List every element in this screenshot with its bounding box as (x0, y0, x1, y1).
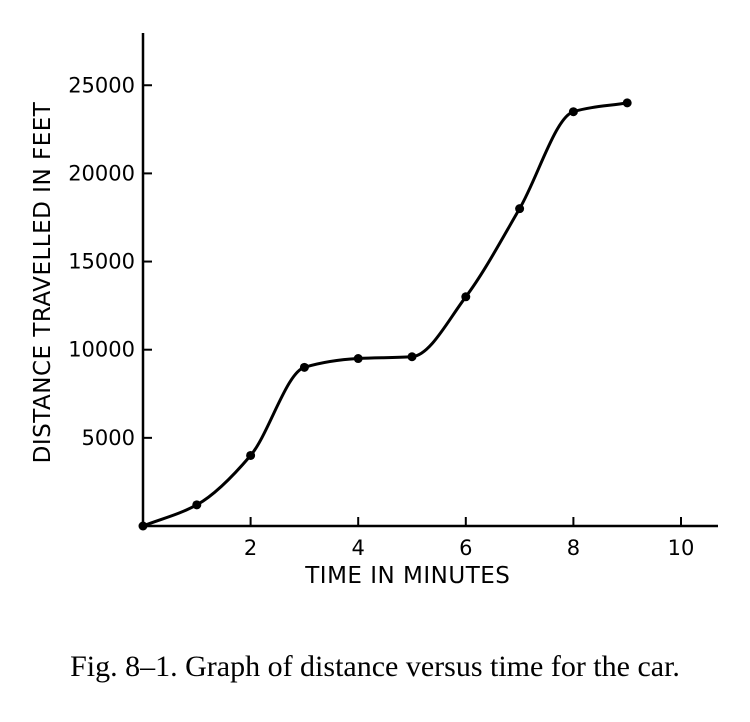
y-axis-title: DISTANCE TRAVELLED IN FEET (30, 101, 56, 463)
y-tick-label: 10000 (68, 338, 135, 362)
data-point (622, 98, 632, 108)
distance-time-chart: 2 4 6 8 10 5000 10000 15000 20000 25000 TIME IN M… (30, 33, 718, 589)
x-tick-label: 8 (567, 536, 580, 560)
x-tick-label: 6 (459, 536, 472, 560)
data-point (353, 354, 363, 364)
data-point (407, 352, 417, 362)
ticks: 2 4 6 8 10 5000 10000 15000 20000 25000 (68, 73, 694, 560)
data-points (138, 98, 632, 531)
data-point (568, 107, 578, 117)
distance-curve (142, 101, 628, 528)
x-axis-title: TIME IN MINUTES (304, 563, 510, 589)
data-point (515, 204, 525, 214)
figure-caption: Fig. 8–1. Graph of distance versus time … (70, 650, 680, 683)
y-tick-label: 25000 (68, 73, 135, 97)
axes (141, 33, 718, 528)
y-tick-label: 5000 (82, 426, 135, 450)
data-point (138, 521, 148, 531)
x-tick-label: 2 (244, 536, 257, 560)
y-tick-label: 15000 (68, 250, 135, 274)
data-point (192, 500, 202, 510)
data-point (246, 450, 256, 460)
data-point (461, 292, 471, 302)
x-tick-label: 10 (668, 536, 695, 560)
x-tick-label: 4 (352, 536, 365, 560)
y-tick-label: 20000 (68, 161, 135, 185)
data-point (299, 362, 309, 372)
